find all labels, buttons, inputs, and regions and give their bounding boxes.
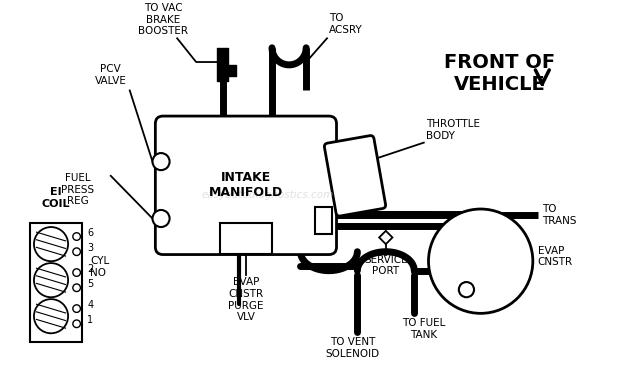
Text: easyautodiagnostics.com: easyautodiagnostics.com [201, 190, 333, 200]
Text: THROTTLE
BODY: THROTTLE BODY [426, 119, 480, 141]
Circle shape [153, 210, 169, 227]
Text: TO VENT
SOLENOID: TO VENT SOLENOID [326, 337, 379, 358]
Circle shape [73, 269, 80, 276]
Text: 1: 1 [87, 315, 93, 325]
Circle shape [459, 282, 474, 297]
Circle shape [73, 320, 80, 328]
Text: SERVICE
PORT: SERVICE PORT [364, 255, 408, 276]
Circle shape [73, 305, 80, 312]
Bar [315, 207, 332, 234]
Text: EI
COIL: EI COIL [42, 188, 70, 209]
Text: PCV
VALVE: PCV VALVE [95, 64, 127, 86]
Circle shape [153, 153, 169, 170]
FancyBboxPatch shape [324, 136, 386, 216]
Polygon shape [379, 231, 392, 244]
Circle shape [73, 284, 80, 291]
Circle shape [34, 299, 68, 333]
Text: TO
TRANS: TO TRANS [543, 204, 577, 225]
Text: 3: 3 [87, 243, 93, 253]
Text: CYL
NO: CYL NO [90, 256, 109, 278]
FancyBboxPatch shape [155, 116, 337, 255]
Circle shape [73, 248, 80, 255]
Bar [30, 223, 82, 342]
Bar [220, 223, 272, 254]
Text: EVAP
CNSTR: EVAP CNSTR [538, 246, 573, 267]
Text: 5: 5 [87, 279, 93, 289]
Circle shape [34, 263, 68, 297]
Text: EVAP
CNSTR
PURGE
VLV: EVAP CNSTR PURGE VLV [228, 277, 264, 322]
Circle shape [34, 227, 68, 261]
Circle shape [428, 209, 533, 314]
Text: TO VAC
BRAKE
BOOSTER: TO VAC BRAKE BOOSTER [138, 3, 188, 36]
Text: FUEL
PRESS
REG: FUEL PRESS REG [61, 173, 94, 206]
Text: 6: 6 [87, 228, 93, 238]
Text: 2: 2 [87, 264, 93, 274]
Text: FRONT OF
VEHICLE: FRONT OF VEHICLE [444, 53, 555, 93]
Circle shape [73, 233, 80, 240]
Text: 4: 4 [87, 300, 93, 310]
Text: TO FUEL
TANK: TO FUEL TANK [402, 318, 446, 340]
Text: INTAKE
MANIFOLD: INTAKE MANIFOLD [209, 171, 283, 200]
Text: TO
ACSRY: TO ACSRY [329, 13, 363, 34]
